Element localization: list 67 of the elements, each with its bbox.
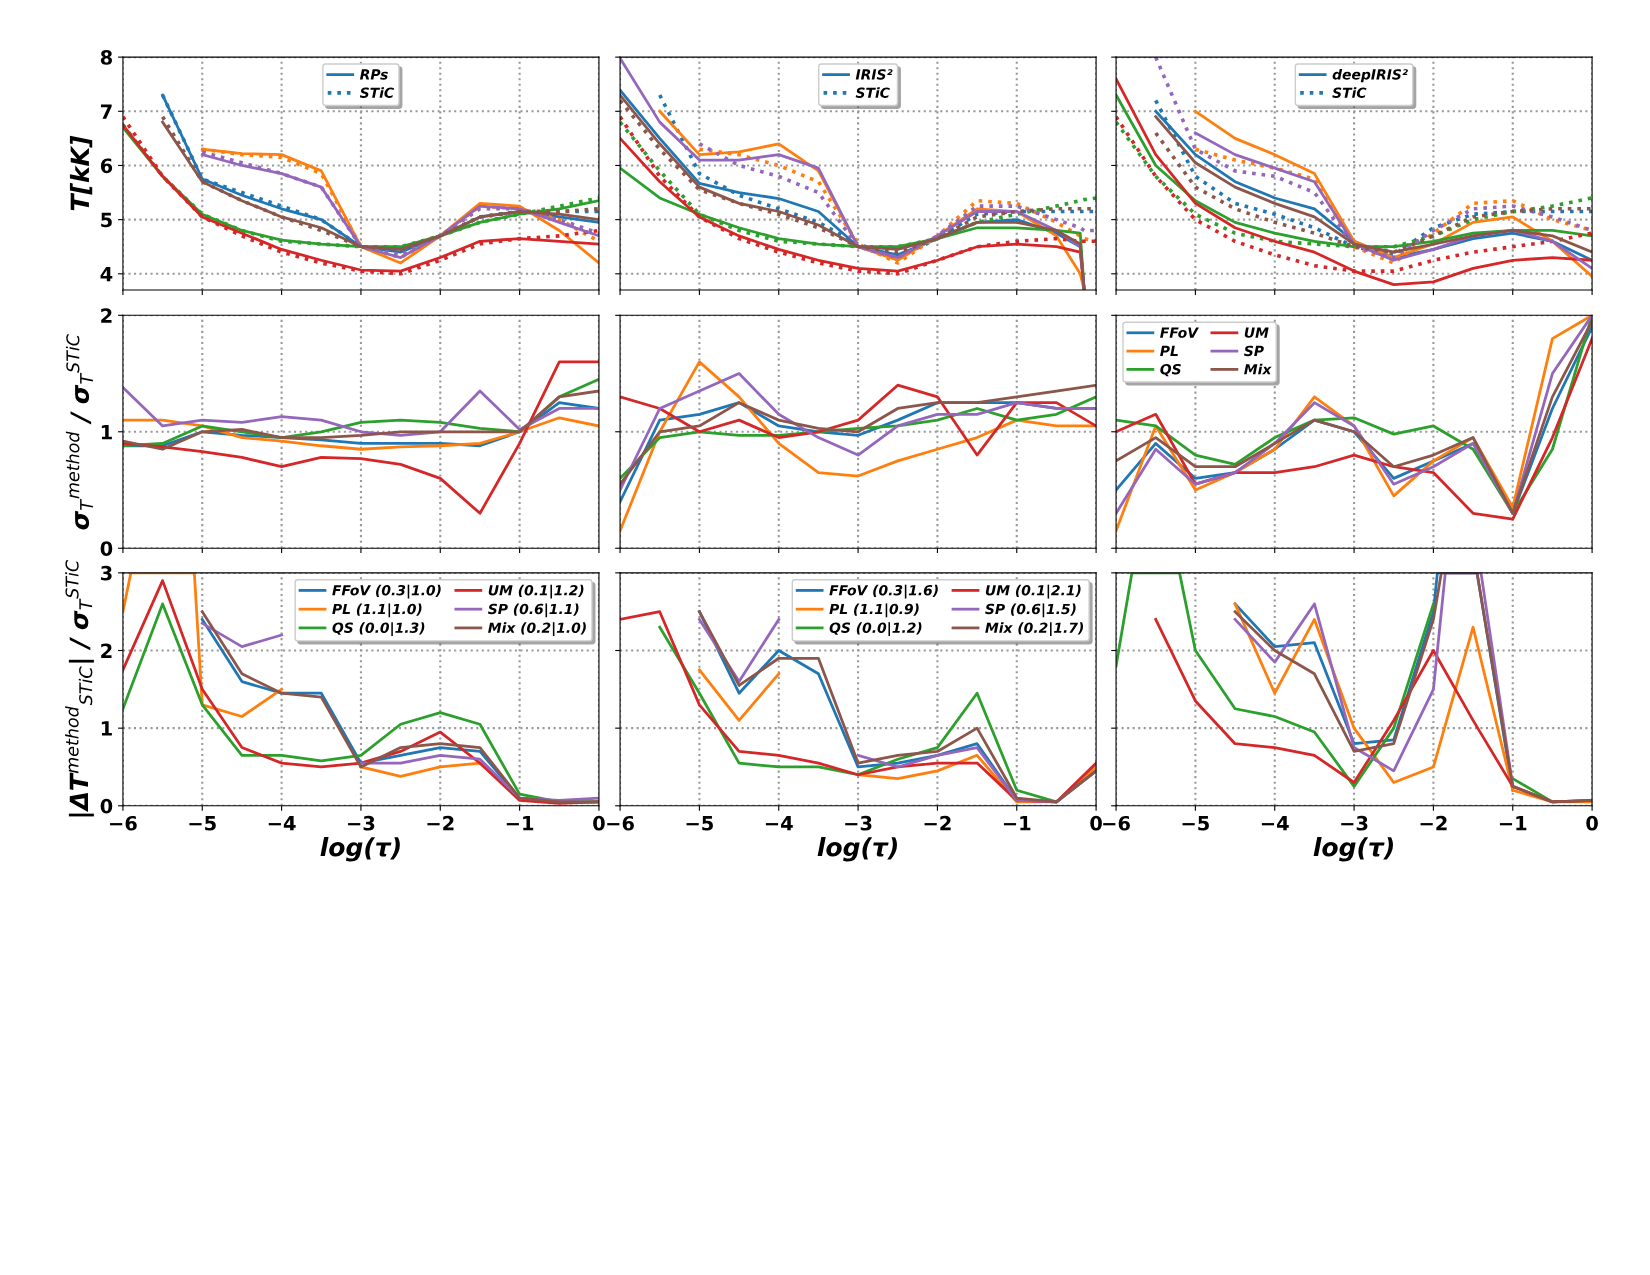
line-series xyxy=(122,389,599,451)
legend-label: STiC xyxy=(855,87,890,98)
x-tick-label: −2 xyxy=(427,815,454,831)
legend-label: FFoV (0.3|1.0) xyxy=(332,584,441,599)
x-tick-label: −5 xyxy=(189,816,216,831)
legend-label: Mix xyxy=(1244,363,1272,375)
y-axis-title: σ$_{T}$$^{method}$ / σ$_{T}$$^{STiC}$ xyxy=(65,334,93,530)
legend-label: PL (1.1|0.9) xyxy=(829,603,919,618)
y-tick-label: 1 xyxy=(101,721,112,736)
x-tick-label: 0 xyxy=(1090,815,1102,831)
x-tick-label: −2 xyxy=(924,815,951,831)
legend-label: QS xyxy=(1160,363,1181,377)
legend-label: FFoV (0.3|1.6) xyxy=(829,584,938,599)
legend-label: UM xyxy=(1244,327,1269,338)
line-series xyxy=(122,416,599,451)
y-axis-title: T[kK] xyxy=(69,135,93,211)
line-series xyxy=(122,386,599,437)
x-tick-label: −6 xyxy=(110,815,137,831)
y-tick-label: 1 xyxy=(101,424,112,440)
y-tick-label: 5 xyxy=(101,212,112,228)
y-tick-label: 6 xyxy=(100,158,113,174)
legend-label: Mix (0.2|1.7) xyxy=(985,622,1083,637)
y-tick-label: 0 xyxy=(100,798,113,814)
legend-label: UM (0.1|1.2) xyxy=(488,584,584,599)
y-tick-label: 2 xyxy=(101,308,112,323)
legend-label: QS (0.0|1.3) xyxy=(332,622,425,637)
legend-label: deepIRIS² xyxy=(1332,68,1408,83)
x-tick-label: −2 xyxy=(1420,815,1447,831)
x-tick-label: −3 xyxy=(845,815,872,831)
legend-label: PL (1.1|1.0) xyxy=(332,603,422,618)
x-tick-label: −4 xyxy=(1261,816,1289,831)
legend-label: SP (0.6|1.5) xyxy=(985,603,1076,618)
y-tick-label: 3 xyxy=(100,565,112,581)
legend-label: FFoV xyxy=(1160,327,1199,338)
legend-label: SP xyxy=(1244,345,1264,357)
x-tick-label: −5 xyxy=(1182,816,1209,831)
x-tick-label: −4 xyxy=(268,816,296,831)
x-tick-label: −3 xyxy=(348,815,375,831)
x-axis-title: log(τ) xyxy=(320,837,400,862)
x-tick-label: −1 xyxy=(1003,816,1031,831)
x-tick-label: −6 xyxy=(1103,815,1130,831)
y-tick-label: 8 xyxy=(100,50,112,65)
legend-label: SP (0.6|1.1) xyxy=(488,603,579,618)
legend-label: PL xyxy=(1160,345,1178,356)
x-axis-title: log(τ) xyxy=(1313,837,1393,862)
legend-label: Mix (0.2|1.0) xyxy=(488,622,586,637)
legend-label: RPs xyxy=(359,69,388,80)
legend-label: UM (0.1|2.1) xyxy=(985,584,1081,599)
y-axis-title: |ΔT$^{method}$$_{STiC}$| / σ$_{T}$$^{STiC}$ xyxy=(65,559,94,817)
x-tick-label: −1 xyxy=(506,816,534,831)
legend-label: QS (0.0|1.2) xyxy=(829,622,922,637)
x-tick-label: 0 xyxy=(593,815,605,831)
y-tick-label: 7 xyxy=(100,104,112,119)
legend-label: STiC xyxy=(359,87,394,98)
x-tick-label: −3 xyxy=(1341,815,1368,831)
y-tick-label: 4 xyxy=(100,267,113,282)
legend-label: STiC xyxy=(1332,87,1367,98)
legend-label: IRIS² xyxy=(855,69,893,80)
x-axis-title: log(τ) xyxy=(817,837,897,862)
line-series xyxy=(122,360,599,515)
x-tick-label: −5 xyxy=(686,816,713,831)
x-tick-label: −6 xyxy=(607,815,634,831)
x-tick-label: −1 xyxy=(1499,816,1527,831)
x-tick-label: −4 xyxy=(765,816,793,831)
y-tick-label: 2 xyxy=(101,643,112,658)
x-tick-label: 0 xyxy=(1586,815,1598,831)
y-tick-label: 0 xyxy=(100,541,113,556)
